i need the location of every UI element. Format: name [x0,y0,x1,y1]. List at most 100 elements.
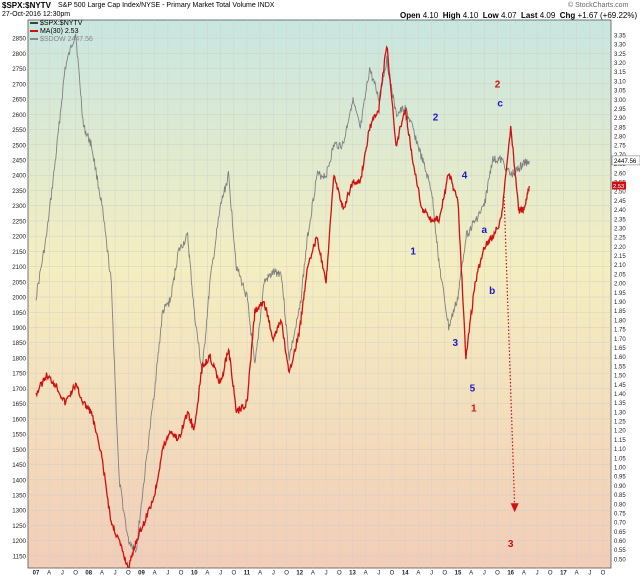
wave-label: 2 [495,80,501,91]
right-tick-label: 2.05 [614,272,626,278]
left-tick-label: 2150 [12,249,26,256]
right-tick-label: 2.75 [614,144,626,150]
x-tick-label: J [483,571,486,577]
right-tick-label: 2.40 [614,208,626,214]
x-tick-label: O [390,571,395,577]
right-tick-label: 1.30 [614,410,626,416]
spx-nytv-series-line [35,45,530,568]
left-tick-label: 1700 [12,386,26,393]
left-tick-label: 2700 [12,81,26,88]
x-tick-label: A [469,571,473,577]
sdow-series-line [35,33,530,553]
x-tick-label: 09 [138,571,145,577]
right-tick-label: 2.45 [614,199,626,205]
x-tick-label: A [258,571,262,577]
legend-swatch [30,38,38,41]
x-tick-label: 11 [244,571,251,577]
wave-label: 5 [470,383,476,394]
right-tick-label: 1.85 [614,309,626,315]
x-tick-label: J [219,571,222,577]
right-tick-label: 0.55 [614,548,626,554]
x-tick-label: 12 [296,571,303,577]
left-tick-label: 2450 [12,158,26,165]
right-tick-label: 1.15 [614,438,626,444]
x-tick-label: 15 [455,571,462,577]
left-tick-label: 1300 [12,508,26,515]
x-tick-label: J [588,571,591,577]
right-tick-label: 3.20 [614,61,626,67]
x-tick-label: A [205,571,209,577]
right-tick-label: 2.60 [614,171,626,177]
right-tick-label: 3.25 [614,52,626,58]
left-tick-label: 1650 [12,401,26,408]
x-tick-label: A [416,571,420,577]
right-tick-label: 2.50 [614,190,626,196]
x-tick-label: 13 [349,571,356,577]
right-tick-label: 3.05 [614,89,626,95]
right-tick-label: 1.00 [614,466,626,472]
right-tick-label: 2.80 [614,135,626,141]
right-tick-label: 1.45 [614,383,626,389]
legend: $SPX:$NYTV MA(30) 2.53 $SDOW 2447.56 [30,20,93,44]
chart-symbol: $SPX:$NYTV [2,1,51,10]
x-tick-label: O [442,571,447,577]
left-tick-label: 2100 [12,264,26,271]
wave-label: 3 [453,338,459,349]
left-tick-label: 2750 [12,66,26,73]
ratio-tag-box [612,181,626,190]
x-tick-label: O [337,571,342,577]
right-tick-label: 3.00 [614,98,626,104]
left-tick-label: 1600 [12,416,26,423]
projection-arrow-line [503,196,516,507]
ohlc-readout: Open 4.10 High 4.10 Low 4.07 Last 4.09 C… [400,11,640,20]
left-tick-label: 1450 [12,462,26,469]
x-tick-label: J [61,571,64,577]
plot-background [27,19,612,569]
right-tick-label: 1.20 [614,429,626,435]
legend-item: $SDOW 2447.56 [30,36,93,44]
x-tick-label: O [284,571,289,577]
left-tick-label: 2050 [12,279,26,286]
right-tick-label: 3.30 [614,43,626,49]
left-tick-label: 2250 [12,218,26,225]
right-tick-label: 0.75 [614,511,626,517]
ratio-tag: 2.53 [613,184,624,190]
last-value-tag-box [611,155,640,166]
right-tick-label: 1.35 [614,401,626,407]
x-tick-label: O [126,571,131,577]
right-tick-label: 0.85 [614,493,626,499]
wave-label: 1 [471,403,477,414]
right-tick-label: 2.90 [614,116,626,122]
right-tick-label: 1.80 [614,318,626,324]
right-tick-label: 2.15 [614,254,626,260]
right-tick-label: 1.50 [614,374,626,380]
right-tick-label: 2.10 [614,263,626,269]
left-tick-label: 2850 [12,36,26,43]
x-tick-label: A [311,571,315,577]
left-tick-label: 2550 [12,127,26,134]
x-tick-label: A [522,571,526,577]
left-tick-label: 1350 [12,493,26,500]
x-tick-label: J [166,571,169,577]
wave-label: 1 [410,246,416,257]
right-tick-label: 0.95 [614,475,626,481]
left-tick-label: 1850 [12,340,26,347]
x-tick-label: A [100,571,104,577]
x-tick-label: O [231,571,236,577]
left-tick-label: 2800 [12,51,26,58]
x-tick-label: J [272,571,275,577]
right-tick-label: 2.25 [614,236,626,242]
right-tick-label: 2.30 [614,226,626,232]
wave-label: c [497,99,503,110]
right-tick-label: 2.85 [614,125,626,131]
wave-label: a [482,225,488,236]
x-tick-label: 08 [85,571,92,577]
right-tick-label: 1.70 [614,337,626,343]
right-tick-label: 0.70 [614,521,626,527]
left-tick-label: 2000 [12,295,26,302]
left-tick-label: 2200 [12,234,26,241]
wave-label: 2 [433,112,439,123]
left-tick-label: 2500 [12,142,26,149]
x-tick-label: 14 [402,571,409,577]
x-tick-label: J [377,571,380,577]
